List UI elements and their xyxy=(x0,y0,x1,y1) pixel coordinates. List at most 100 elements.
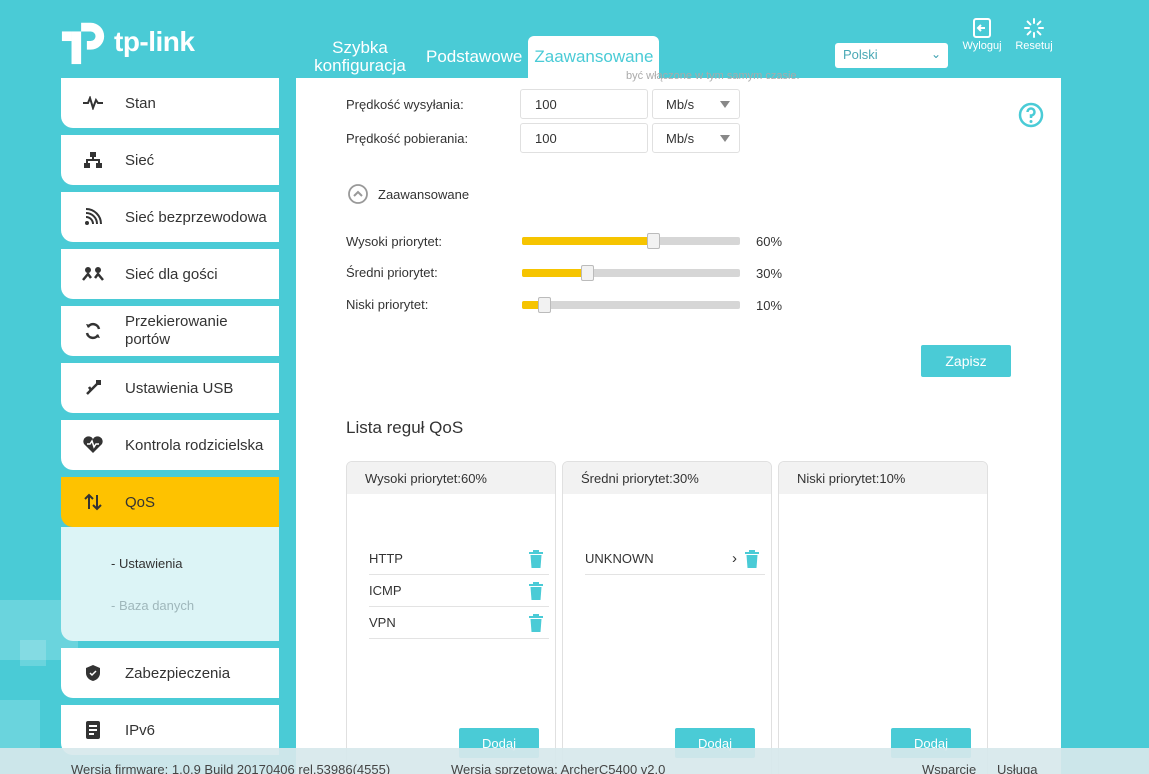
sidebar-item-port-forwarding[interactable]: Przekierowanie portów xyxy=(61,306,279,356)
sidebar-item-status[interactable]: Stan xyxy=(61,78,279,128)
heart-icon xyxy=(61,436,125,454)
rule-name: ICMP xyxy=(369,583,402,598)
network-icon xyxy=(61,151,125,169)
language-select[interactable]: Polski ⌄ xyxy=(835,43,948,68)
rule-name: UNKNOWN xyxy=(585,551,654,566)
trash-icon[interactable] xyxy=(745,549,759,568)
background-decoration xyxy=(0,700,40,748)
sidebar-item-wireless[interactable]: Sieć bezprzewodowa xyxy=(61,192,279,242)
slider-high[interactable] xyxy=(522,233,740,249)
trash-icon[interactable] xyxy=(529,613,543,632)
column-header: Średni priorytet:30% xyxy=(563,462,771,494)
rule-row[interactable]: ICMP xyxy=(369,575,549,607)
sidebar-item-label: Ustawienia USB xyxy=(125,379,234,397)
column-header: Wysoki priorytet:60% xyxy=(347,462,555,494)
chevron-up-circle-icon xyxy=(348,184,368,204)
slider-value-medium: 30% xyxy=(756,266,783,281)
logo-text: tp-link xyxy=(114,26,195,57)
dropdown-arrow-icon xyxy=(720,101,730,108)
service-link[interactable]: Usługa xyxy=(997,762,1038,774)
hardware-version: Wersja sprzętowa: ArcherC5400 v2.0 xyxy=(451,762,666,774)
footer: Wersja firmware: 1.0.9 Build 20170406 re… xyxy=(0,748,1149,774)
trash-icon[interactable] xyxy=(529,549,543,568)
upload-speed-label: Prędkość wysyłania: xyxy=(346,97,464,112)
save-button[interactable]: Zapisz xyxy=(921,345,1011,377)
wireless-icon xyxy=(61,208,125,226)
sidebar-item-label: QoS xyxy=(125,493,156,511)
sidebar-item-label: Zabezpieczenia xyxy=(125,664,231,682)
reset-spinner-icon xyxy=(1024,18,1044,38)
sidebar-item-usb[interactable]: Ustawienia USB xyxy=(61,363,279,413)
tp-link-logo-icon xyxy=(61,22,105,65)
rule-row[interactable]: HTTP xyxy=(369,543,549,575)
reset-label: Resetuj xyxy=(1015,40,1053,52)
slider-label-low: Niski priorytet: xyxy=(346,297,429,312)
qos-column-low: Niski priorytet:10% Dodaj xyxy=(778,461,988,774)
tab-advanced[interactable]: Zaawansowane xyxy=(528,36,660,78)
qos-arrows-icon xyxy=(61,493,125,511)
sidebar-item-parental-control[interactable]: Kontrola rodzicielska xyxy=(61,420,279,470)
tab-quick-setup[interactable]: Szybka konfiguracja xyxy=(314,38,406,75)
sidebar-item-label: IPv6 xyxy=(125,721,156,739)
download-speed-input[interactable]: 100 xyxy=(520,123,648,153)
slider-low[interactable] xyxy=(522,297,740,313)
rule-name: VPN xyxy=(369,615,396,630)
port-forward-icon xyxy=(61,322,125,340)
slider-handle[interactable] xyxy=(537,297,551,313)
sidebar-item-label: Sieć xyxy=(125,151,155,169)
sidebar-item-label: Sieć bezprzewodowa xyxy=(125,208,267,226)
download-unit-select[interactable]: Mb/s xyxy=(652,123,740,153)
qos-column-high: Wysoki priorytet:60% HTTP ICMP VPN Dodaj xyxy=(346,461,556,774)
slider-value-low: 10% xyxy=(756,298,783,313)
slider-fill xyxy=(522,301,544,309)
faded-help-text: być włączone w tym samym czasie. xyxy=(626,70,800,82)
language-value: Polski xyxy=(843,47,878,62)
qos-rules-title: Lista reguł QoS xyxy=(346,418,464,437)
slider-handle[interactable] xyxy=(646,233,660,249)
dropdown-arrow-icon xyxy=(720,135,730,142)
top-navigation: Szybka konfiguracja Podstawowe Zaawansow… xyxy=(300,36,660,78)
sidebar-item-label: Stan xyxy=(125,94,156,112)
pulse-icon xyxy=(61,96,125,110)
submenu-item-database[interactable]: - Baza danych xyxy=(111,598,195,613)
slider-value-high: 60% xyxy=(756,234,783,249)
firmware-version: Wersja firmware: 1.0.9 Build 20170406 re… xyxy=(71,762,391,774)
guest-network-icon xyxy=(61,266,125,282)
sidebar-item-ipv6[interactable]: IPv6 xyxy=(61,705,279,755)
upload-speed-input[interactable]: 100 xyxy=(520,89,648,119)
reset-button[interactable]: Resetuj xyxy=(1010,18,1058,52)
logout-icon xyxy=(973,18,991,38)
background-decoration xyxy=(20,640,46,666)
trash-icon[interactable] xyxy=(529,581,543,600)
ipv6-icon xyxy=(61,720,125,740)
submenu-item-settings[interactable]: - Ustawienia xyxy=(111,556,183,571)
slider-fill xyxy=(522,269,588,277)
sidebar-item-label: Sieć dla gości xyxy=(125,265,218,283)
column-header: Niski priorytet:10% xyxy=(779,462,987,494)
main-panel: być włączone w tym samym czasie. Prędkoś… xyxy=(296,70,1061,774)
advanced-toggle[interactable]: Zaawansowane xyxy=(348,184,469,204)
sidebar-item-guest-network[interactable]: Sieć dla gości xyxy=(61,249,279,299)
sidebar-item-security[interactable]: Zabezpieczenia xyxy=(61,648,279,698)
upload-unit-value: Mb/s xyxy=(666,97,695,112)
shield-icon xyxy=(61,664,125,682)
qos-column-medium: Średni priorytet:30% UNKNOWN › Dodaj xyxy=(562,461,772,774)
slider-medium[interactable] xyxy=(522,265,740,281)
tab-basic[interactable]: Podstawowe xyxy=(426,47,523,66)
chevron-right-icon[interactable]: › xyxy=(732,550,737,567)
download-unit-value: Mb/s xyxy=(666,131,695,146)
help-icon[interactable] xyxy=(1018,102,1044,128)
sidebar-item-qos[interactable]: QoS xyxy=(61,477,279,527)
slider-handle[interactable] xyxy=(581,265,595,281)
rule-name: HTTP xyxy=(369,551,403,566)
upload-unit-select[interactable]: Mb/s xyxy=(652,89,740,119)
sidebar-item-label: Kontrola rodzicielska xyxy=(125,436,264,454)
tp-link-logo: tp-link xyxy=(60,16,195,68)
rule-row[interactable]: VPN xyxy=(369,607,549,639)
rule-row[interactable]: UNKNOWN › xyxy=(585,543,765,575)
slider-fill xyxy=(522,237,653,245)
support-link[interactable]: Wsparcie xyxy=(922,762,977,774)
chevron-down-icon: ⌄ xyxy=(930,47,941,61)
sidebar-item-network[interactable]: Sieć xyxy=(61,135,279,185)
logout-button[interactable]: Wyloguj xyxy=(958,18,1006,52)
